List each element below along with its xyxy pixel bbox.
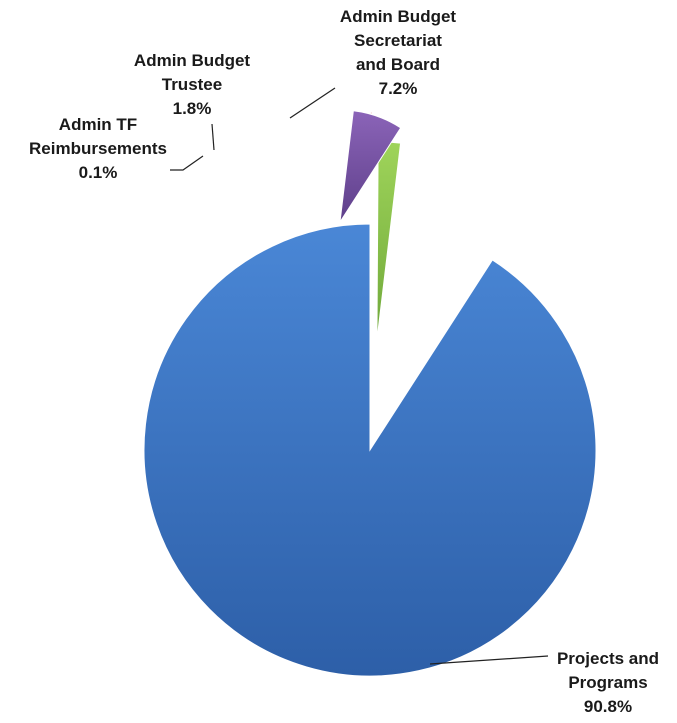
pie-slice-admin-budget-secretariat-and-board — [339, 110, 402, 223]
slice-name-line: Projects and — [557, 649, 659, 668]
slice-name-line: Reimbursements — [29, 139, 167, 158]
leader-lines — [170, 87, 549, 665]
slice-name-line: Admin Budget — [340, 7, 456, 26]
slice-labels: Projects and Programs 90.8% Admin TF Reimbur… — [29, 7, 659, 716]
slice-name-line: Secretariat — [354, 31, 442, 50]
slice-name-line: and Board — [356, 55, 440, 74]
slice-label-admin-tf-reimbursements: Admin TF Reimbursements 0.1% — [29, 115, 167, 182]
pie-slices — [143, 110, 597, 677]
pie-slice-projects-and-programs — [143, 223, 597, 677]
slice-name-line: Trustee — [162, 75, 222, 94]
leader-line-admin-budget-trustee — [211, 123, 215, 151]
slice-percent-label: 1.8% — [173, 99, 212, 118]
slice-name-line: Admin Budget — [134, 51, 250, 70]
pie-slice-admin-budget-trustee — [376, 141, 402, 341]
slice-label-projects-and-programs: Projects and Programs 90.8% — [557, 649, 659, 716]
leader-line-admin-tf-reimbursements — [170, 155, 204, 171]
slice-name-line: Admin TF — [59, 115, 137, 134]
slice-percent-label: 90.8% — [584, 697, 632, 716]
slice-percent-label: 7.2% — [379, 79, 418, 98]
slice-percent-label: 0.1% — [79, 163, 118, 182]
slice-label-admin-budget-trustee: Admin Budget Trustee 1.8% — [134, 51, 250, 118]
slice-name-line: Programs — [568, 673, 647, 692]
leader-line-projects-and-programs — [429, 655, 549, 665]
slice-label-admin-budget-secretariat-and-board: Admin Budget Secretariat and Board 7.2% — [340, 7, 456, 98]
leader-line-admin-budget-secretariat-and-board — [289, 87, 336, 119]
